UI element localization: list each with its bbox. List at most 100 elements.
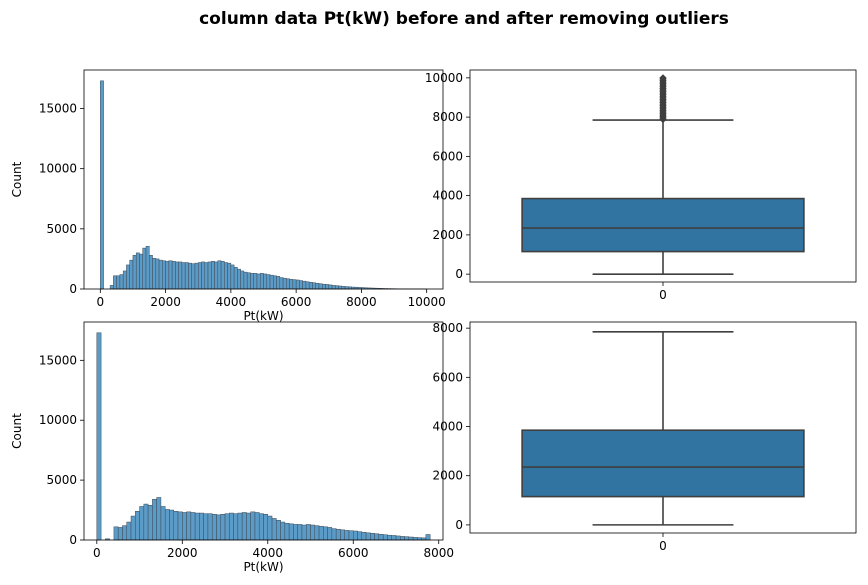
x-tick-label: 10000 — [408, 295, 446, 309]
histogram-bar — [325, 284, 330, 290]
histogram-bar — [318, 283, 323, 290]
histogram-bar — [305, 524, 311, 541]
x-tick-label: 4000 — [253, 546, 284, 560]
histogram-bar — [214, 261, 219, 290]
histogram-bar — [220, 513, 226, 541]
histogram-bar — [250, 273, 254, 290]
histogram-bar — [288, 523, 294, 541]
histogram-bar — [276, 519, 281, 541]
histogram-bar — [181, 262, 186, 290]
histogram-bar — [149, 255, 153, 290]
histogram-bar — [315, 282, 320, 290]
histogram-bar — [273, 275, 277, 290]
histogram-bar — [177, 511, 183, 541]
histogram-bar — [186, 511, 192, 541]
histogram-bar — [266, 274, 271, 290]
hist-after-xticks: 0 2000 4000 6000 8000 — [93, 540, 454, 560]
histogram-bar — [331, 528, 337, 541]
histogram-bar — [191, 263, 196, 290]
hist-before-yticks: 0 5000 10000 15000 — [39, 102, 84, 296]
hist-after-ylabel: Count — [10, 413, 24, 449]
box-before-xticks: 0 — [659, 282, 667, 302]
histogram-bar — [256, 273, 261, 290]
y-tick-label: 10000 — [425, 71, 463, 85]
histogram-bar — [425, 534, 431, 541]
histogram-bar — [344, 530, 350, 541]
y-tick-label: 5000 — [46, 473, 77, 487]
histogram-bar — [370, 533, 375, 541]
boxplot-after: 0 2000 4000 6000 8000 0 — [432, 321, 857, 553]
histogram-bar — [116, 275, 121, 290]
histogram-bar — [132, 255, 137, 290]
histogram-bar — [263, 273, 268, 290]
histogram-bar — [243, 271, 248, 290]
histogram-bar — [233, 267, 238, 290]
histogram-bar — [292, 279, 297, 290]
histogram-bar — [310, 524, 316, 541]
histogram-bar — [227, 262, 232, 290]
histogram-bar — [155, 258, 160, 290]
histogram-bar — [327, 527, 333, 541]
histogram-bar — [100, 80, 104, 290]
histogram-bar — [207, 261, 212, 290]
histogram-bar — [395, 535, 401, 541]
x-tick-label: 2000 — [150, 295, 181, 309]
histogram-bar — [182, 512, 187, 541]
y-tick-label: 4000 — [432, 420, 463, 434]
histogram-bar — [312, 282, 316, 290]
histogram-bar — [211, 261, 215, 290]
histogram-bar — [280, 521, 286, 541]
histogram-bar — [129, 259, 134, 290]
histogram-bar — [142, 247, 147, 290]
histogram-bar — [321, 283, 326, 290]
x-tick-label: 8000 — [346, 295, 377, 309]
histogram-bar — [152, 499, 157, 541]
y-tick-label: 4000 — [432, 189, 463, 203]
histogram-bar — [361, 531, 367, 541]
histogram-bar — [207, 513, 213, 541]
histogram-bar — [203, 513, 209, 541]
box-after-xticks: 0 — [659, 533, 667, 553]
histogram-bar — [314, 525, 320, 541]
histogram-bar — [357, 531, 363, 541]
histogram-bar — [168, 260, 173, 290]
histogram-bar — [164, 509, 170, 541]
figure-title: column data Pt(kW) before and after remo… — [199, 9, 729, 29]
histogram-bar — [276, 276, 281, 290]
histogram-bar — [126, 521, 132, 541]
histogram-bar — [331, 285, 336, 290]
x-tick-label: 6000 — [281, 295, 312, 309]
histogram-bar — [241, 512, 247, 541]
histogram-bar — [194, 512, 200, 541]
histogram-bar — [348, 530, 354, 541]
x-tick-label: 8000 — [423, 546, 454, 560]
histogram-bar — [378, 534, 384, 541]
histogram-bar — [328, 284, 333, 290]
histogram-bar — [162, 260, 166, 290]
histogram-bar — [353, 530, 358, 541]
histogram-bar — [279, 277, 284, 290]
histogram-bar — [246, 512, 251, 541]
histogram-bar — [335, 285, 339, 290]
histogram-bar — [135, 252, 140, 290]
y-tick-label: 10000 — [39, 162, 77, 176]
histogram-bar — [293, 524, 298, 541]
histogram-bar — [147, 505, 153, 541]
x-tick-label: 0 — [96, 295, 104, 309]
histogram-bar — [220, 261, 225, 290]
outlier-point — [659, 74, 667, 82]
box-after-yticks: 0 2000 4000 6000 8000 — [432, 321, 470, 532]
y-tick-label: 15000 — [39, 102, 77, 116]
histogram-bar — [194, 262, 199, 290]
histogram-bar — [160, 506, 166, 541]
histogram-bar — [158, 259, 163, 290]
histogram-bar — [391, 535, 397, 541]
x-tick-label: 0 — [93, 546, 101, 560]
histogram-bar — [318, 525, 324, 541]
hist-before-frame — [83, 69, 444, 290]
hist-after-bars — [96, 332, 431, 541]
histogram-bar — [338, 285, 343, 290]
hist-after-xlabel: Pt(kW) — [243, 560, 283, 574]
histogram-bar — [169, 509, 175, 541]
